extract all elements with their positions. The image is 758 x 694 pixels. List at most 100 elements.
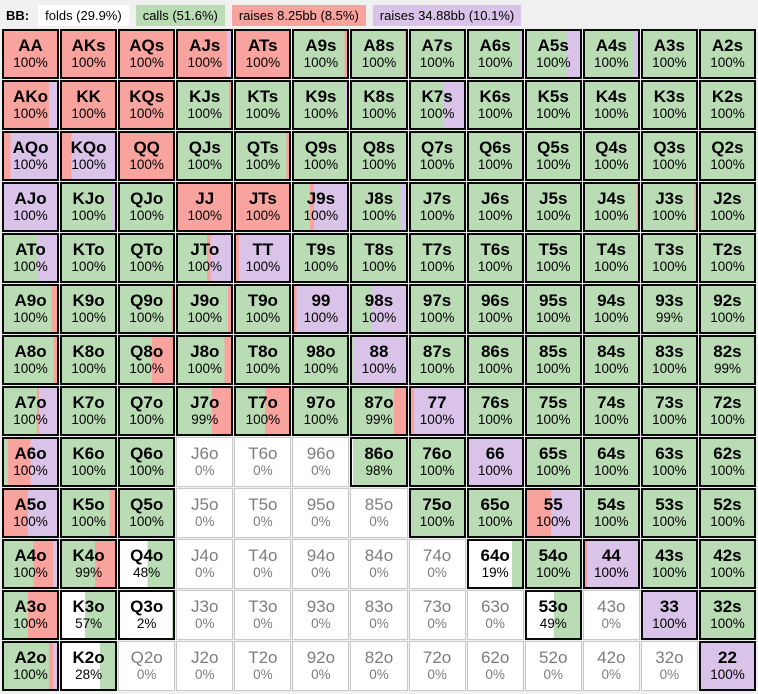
hand-cell-T6o[interactable]: T6o 0% [234,437,292,487]
hand-cell-T5s[interactable]: T5s 100% [524,233,582,283]
hand-cell-JTs[interactable]: JTs 100% [234,182,292,232]
hand-cell-76o[interactable]: 76o 100% [408,437,466,487]
hand-cell-KQs[interactable]: KQs 100% [118,80,176,130]
hand-cell-J8o[interactable]: J8o 100% [176,335,234,385]
hand-cell-98o[interactable]: 98o 100% [292,335,350,385]
hand-cell-K9s[interactable]: K9s 100% [292,80,350,130]
hand-cell-A8s[interactable]: A8s 100% [350,29,408,79]
hand-cell-T8o[interactable]: T8o 100% [234,335,292,385]
hand-cell-42s[interactable]: 42s 100% [698,539,756,589]
hand-cell-75s[interactable]: 75s 100% [524,386,582,436]
hand-cell-K6o[interactable]: K6o 100% [60,437,118,487]
hand-cell-Q5o[interactable]: Q5o 100% [118,488,176,538]
hand-cell-K4s[interactable]: K4s 100% [582,80,640,130]
hand-cell-65o[interactable]: 65o 100% [466,488,524,538]
hand-cell-J6o[interactable]: J6o 0% [176,437,234,487]
hand-cell-A5s[interactable]: A5s 100% [524,29,582,79]
hand-cell-83o[interactable]: 83o 0% [350,590,408,640]
hand-cell-T3s[interactable]: T3s 100% [640,233,698,283]
hand-cell-76s[interactable]: 76s 100% [466,386,524,436]
hand-cell-AJo[interactable]: AJo 100% [2,182,60,232]
hand-cell-A9s[interactable]: A9s 100% [292,29,350,79]
hand-cell-72o[interactable]: 72o 0% [408,641,466,691]
hand-cell-QJs[interactable]: QJs 100% [176,131,234,181]
hand-cell-Q7o[interactable]: Q7o 100% [118,386,176,436]
hand-cell-Q2s[interactable]: Q2s 100% [698,131,756,181]
hand-cell-T9s[interactable]: T9s 100% [292,233,350,283]
hand-cell-77[interactable]: 77 100% [408,386,466,436]
hand-cell-Q7s[interactable]: Q7s 100% [408,131,466,181]
hand-cell-A7o[interactable]: A7o 100% [2,386,60,436]
hand-cell-99[interactable]: 99 100% [292,284,350,334]
hand-cell-Q2o[interactable]: Q2o 0% [118,641,176,691]
hand-cell-85s[interactable]: 85s 100% [524,335,582,385]
hand-cell-QTs[interactable]: QTs 100% [234,131,292,181]
hand-cell-J7o[interactable]: J7o 99% [176,386,234,436]
hand-cell-AQs[interactable]: AQs 100% [118,29,176,79]
hand-cell-22[interactable]: 22 100% [698,641,756,691]
hand-cell-AKo[interactable]: AKo 100% [2,80,60,130]
hand-cell-AKs[interactable]: AKs 100% [60,29,118,79]
hand-cell-88[interactable]: 88 100% [350,335,408,385]
hand-cell-J8s[interactable]: J8s 100% [350,182,408,232]
hand-cell-82o[interactable]: 82o 0% [350,641,408,691]
hand-cell-K8s[interactable]: K8s 100% [350,80,408,130]
hand-cell-J2s[interactable]: J2s 100% [698,182,756,232]
hand-cell-Q8o[interactable]: Q8o 100% [118,335,176,385]
hand-cell-T7s[interactable]: T7s 100% [408,233,466,283]
hand-cell-92o[interactable]: 92o 0% [292,641,350,691]
hand-cell-64s[interactable]: 64s 100% [582,437,640,487]
hand-cell-54s[interactable]: 54s 100% [582,488,640,538]
hand-cell-K6s[interactable]: K6s 100% [466,80,524,130]
hand-cell-83s[interactable]: 83s 100% [640,335,698,385]
hand-cell-J7s[interactable]: J7s 100% [408,182,466,232]
hand-cell-K9o[interactable]: K9o 100% [60,284,118,334]
hand-cell-64o[interactable]: 64o 19% [466,539,524,589]
hand-cell-92s[interactable]: 92s 100% [698,284,756,334]
hand-cell-95s[interactable]: 95s 100% [524,284,582,334]
hand-cell-KJs[interactable]: KJs 100% [176,80,234,130]
hand-cell-T6s[interactable]: T6s 100% [466,233,524,283]
hand-cell-42o[interactable]: 42o 0% [582,641,640,691]
hand-cell-K3o[interactable]: K3o 57% [60,590,118,640]
hand-cell-T4s[interactable]: T4s 100% [582,233,640,283]
hand-cell-QJo[interactable]: QJo 100% [118,182,176,232]
hand-cell-53o[interactable]: 53o 49% [524,590,582,640]
hand-cell-TT[interactable]: TT 100% [234,233,292,283]
hand-cell-T8s[interactable]: T8s 100% [350,233,408,283]
hand-cell-A6o[interactable]: A6o 100% [2,437,60,487]
hand-cell-86s[interactable]: 86s 100% [466,335,524,385]
hand-cell-KTs[interactable]: KTs 100% [234,80,292,130]
hand-cell-72s[interactable]: 72s 100% [698,386,756,436]
hand-cell-KTo[interactable]: KTo 100% [60,233,118,283]
hand-cell-K3s[interactable]: K3s 100% [640,80,698,130]
hand-cell-J3o[interactable]: J3o 0% [176,590,234,640]
hand-cell-98s[interactable]: 98s 100% [350,284,408,334]
hand-cell-73o[interactable]: 73o 0% [408,590,466,640]
hand-cell-J6s[interactable]: J6s 100% [466,182,524,232]
hand-cell-Q4o[interactable]: Q4o 48% [118,539,176,589]
hand-cell-84s[interactable]: 84s 100% [582,335,640,385]
hand-cell-A6s[interactable]: A6s 100% [466,29,524,79]
hand-cell-K7s[interactable]: K7s 100% [408,80,466,130]
hand-cell-82s[interactable]: 82s 99% [698,335,756,385]
hand-cell-T3o[interactable]: T3o 0% [234,590,292,640]
hand-cell-55[interactable]: 55 100% [524,488,582,538]
hand-cell-87s[interactable]: 87s 100% [408,335,466,385]
hand-cell-74o[interactable]: 74o 0% [408,539,466,589]
hand-cell-K2s[interactable]: K2s 100% [698,80,756,130]
hand-cell-A3s[interactable]: A3s 100% [640,29,698,79]
hand-cell-84o[interactable]: 84o 0% [350,539,408,589]
hand-cell-Q6s[interactable]: Q6s 100% [466,131,524,181]
hand-cell-AQo[interactable]: AQo 100% [2,131,60,181]
hand-cell-A8o[interactable]: A8o 100% [2,335,60,385]
hand-cell-62o[interactable]: 62o 0% [466,641,524,691]
hand-cell-A4o[interactable]: A4o 100% [2,539,60,589]
hand-cell-85o[interactable]: 85o 0% [350,488,408,538]
hand-cell-62s[interactable]: 62s 100% [698,437,756,487]
hand-cell-73s[interactable]: 73s 100% [640,386,698,436]
hand-cell-J2o[interactable]: J2o 0% [176,641,234,691]
hand-cell-K5o[interactable]: K5o 100% [60,488,118,538]
hand-cell-Q8s[interactable]: Q8s 100% [350,131,408,181]
hand-cell-44[interactable]: 44 100% [582,539,640,589]
